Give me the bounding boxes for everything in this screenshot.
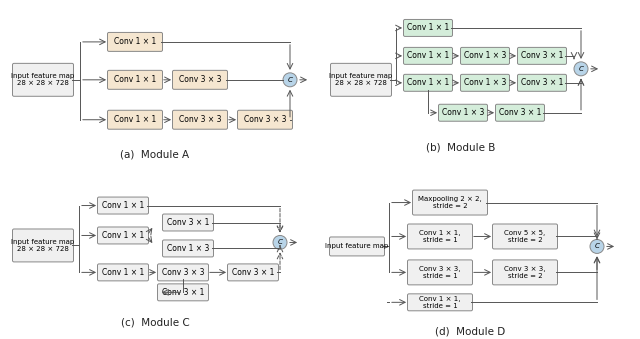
Text: Conv 1 × 1: Conv 1 × 1 (102, 231, 144, 240)
Circle shape (590, 239, 604, 254)
FancyBboxPatch shape (173, 110, 227, 129)
FancyBboxPatch shape (461, 47, 509, 64)
FancyBboxPatch shape (408, 294, 472, 311)
FancyBboxPatch shape (330, 63, 392, 96)
Text: C: C (595, 243, 600, 250)
Text: (d)  Module D: (d) Module D (435, 326, 505, 336)
Text: (c)  Module C: (c) Module C (120, 317, 189, 327)
FancyBboxPatch shape (403, 74, 452, 91)
FancyBboxPatch shape (163, 214, 214, 231)
FancyBboxPatch shape (237, 110, 292, 129)
Text: C: C (278, 239, 282, 245)
Text: Conv 3 × 1: Conv 3 × 1 (167, 218, 209, 227)
FancyBboxPatch shape (403, 19, 452, 36)
FancyBboxPatch shape (157, 264, 209, 281)
Text: Conv 5 × 5,
stride = 2: Conv 5 × 5, stride = 2 (504, 230, 546, 243)
FancyBboxPatch shape (408, 224, 472, 249)
Text: Conv 3 × 3: Conv 3 × 3 (179, 75, 221, 84)
FancyBboxPatch shape (330, 237, 385, 256)
Circle shape (574, 62, 588, 76)
Text: Conv 3 × 3,
stride = 1: Conv 3 × 3, stride = 1 (419, 266, 461, 279)
Circle shape (273, 236, 287, 250)
Text: Conv 1 × 1,
stride = 1: Conv 1 × 1, stride = 1 (419, 296, 461, 309)
Text: Input feature map
28 × 28 × 728: Input feature map 28 × 28 × 728 (12, 239, 75, 252)
FancyBboxPatch shape (173, 70, 227, 89)
Text: Conv 1 × 1: Conv 1 × 1 (114, 75, 156, 84)
Text: Conv 3 × 1: Conv 3 × 1 (521, 78, 563, 87)
Text: (a)  Module A: (a) Module A (120, 149, 189, 160)
Text: Conv 1 × 3: Conv 1 × 3 (442, 108, 484, 117)
Text: Conv 3 × 1: Conv 3 × 1 (232, 268, 274, 277)
Text: Conv 1 × 1: Conv 1 × 1 (102, 201, 144, 210)
Text: Conv 1 × 1: Conv 1 × 1 (407, 52, 449, 60)
Text: Conv 1 × 3: Conv 1 × 3 (167, 244, 209, 253)
FancyBboxPatch shape (493, 260, 557, 285)
FancyBboxPatch shape (97, 197, 148, 214)
Text: Conv 1 × 1: Conv 1 × 1 (407, 23, 449, 33)
Text: Conv 1 × 1: Conv 1 × 1 (114, 115, 156, 124)
Text: Conv 1 × 3: Conv 1 × 3 (464, 78, 506, 87)
FancyBboxPatch shape (438, 104, 488, 121)
Text: C: C (287, 77, 292, 83)
Text: Maxpooling 2 × 2,
stride = 2: Maxpooling 2 × 2, stride = 2 (418, 196, 482, 209)
Text: Conv 3 × 3: Conv 3 × 3 (162, 268, 204, 277)
FancyBboxPatch shape (495, 104, 545, 121)
Text: C: C (579, 66, 584, 72)
Text: Conv 1 × 1: Conv 1 × 1 (114, 37, 156, 46)
Text: Conv 1 × 3: Conv 1 × 3 (464, 52, 506, 60)
Text: Conv 1 × 1,
stride = 1: Conv 1 × 1, stride = 1 (419, 230, 461, 243)
FancyBboxPatch shape (518, 74, 566, 91)
Text: Conv 3 × 3: Conv 3 × 3 (179, 115, 221, 124)
FancyBboxPatch shape (108, 33, 163, 52)
Text: Conv 3 × 1: Conv 3 × 1 (162, 288, 204, 297)
Text: Conv 1 × 1: Conv 1 × 1 (407, 78, 449, 87)
Text: Conv 3 × 1: Conv 3 × 1 (499, 108, 541, 117)
FancyBboxPatch shape (13, 63, 74, 96)
Text: (b)  Module B: (b) Module B (426, 143, 496, 153)
FancyBboxPatch shape (461, 74, 509, 91)
FancyBboxPatch shape (97, 227, 148, 244)
FancyBboxPatch shape (408, 260, 472, 285)
FancyBboxPatch shape (493, 224, 557, 249)
Text: Conv 1 × 1: Conv 1 × 1 (102, 268, 144, 277)
Text: Conv 3 × 3: Conv 3 × 3 (244, 115, 286, 124)
Text: Input feature map
28 × 28 × 728: Input feature map 28 × 28 × 728 (12, 73, 75, 86)
FancyBboxPatch shape (163, 240, 214, 257)
FancyBboxPatch shape (13, 229, 74, 262)
FancyBboxPatch shape (157, 284, 209, 301)
FancyBboxPatch shape (227, 264, 278, 281)
Text: Input feature map: Input feature map (325, 243, 388, 250)
FancyBboxPatch shape (403, 47, 452, 64)
FancyBboxPatch shape (518, 47, 566, 64)
Text: Conv 3 × 1: Conv 3 × 1 (521, 52, 563, 60)
FancyBboxPatch shape (97, 264, 148, 281)
Text: Conv 3 × 3,
stride = 2: Conv 3 × 3, stride = 2 (504, 266, 546, 279)
FancyBboxPatch shape (108, 70, 163, 89)
Circle shape (283, 73, 297, 87)
Text: Input feature map
28 × 28 × 728: Input feature map 28 × 28 × 728 (330, 73, 392, 86)
FancyBboxPatch shape (413, 190, 488, 215)
FancyBboxPatch shape (108, 110, 163, 129)
